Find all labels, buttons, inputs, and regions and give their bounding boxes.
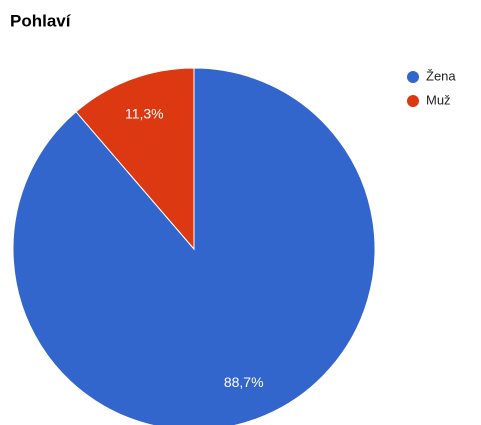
chart-title: Pohlaví [10, 11, 72, 30]
slice-label: 88,7% [224, 374, 264, 390]
slice-label: 11,3% [125, 106, 164, 122]
legend-label: Žena [426, 68, 456, 83]
pie-slice [75, 67, 195, 251]
legend-swatch [407, 95, 419, 107]
legend-label: Muž [426, 92, 451, 107]
legend-swatch [407, 71, 419, 83]
pie-slice [12, 67, 376, 425]
